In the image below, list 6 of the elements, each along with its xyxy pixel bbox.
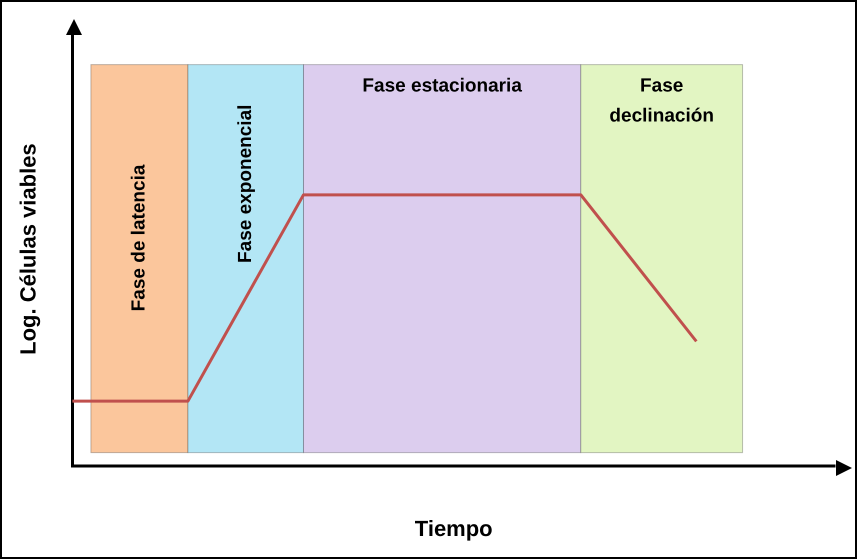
y-axis-title: Log. Células viables — [15, 143, 40, 355]
annotation: Fase de latencia — [128, 164, 150, 312]
x-axis-title: Tiempo — [414, 516, 493, 541]
text: Fase declinación — [609, 75, 714, 126]
text: Fase estacionaria — [362, 75, 522, 96]
annotation: Fase exponencial — [234, 104, 256, 263]
